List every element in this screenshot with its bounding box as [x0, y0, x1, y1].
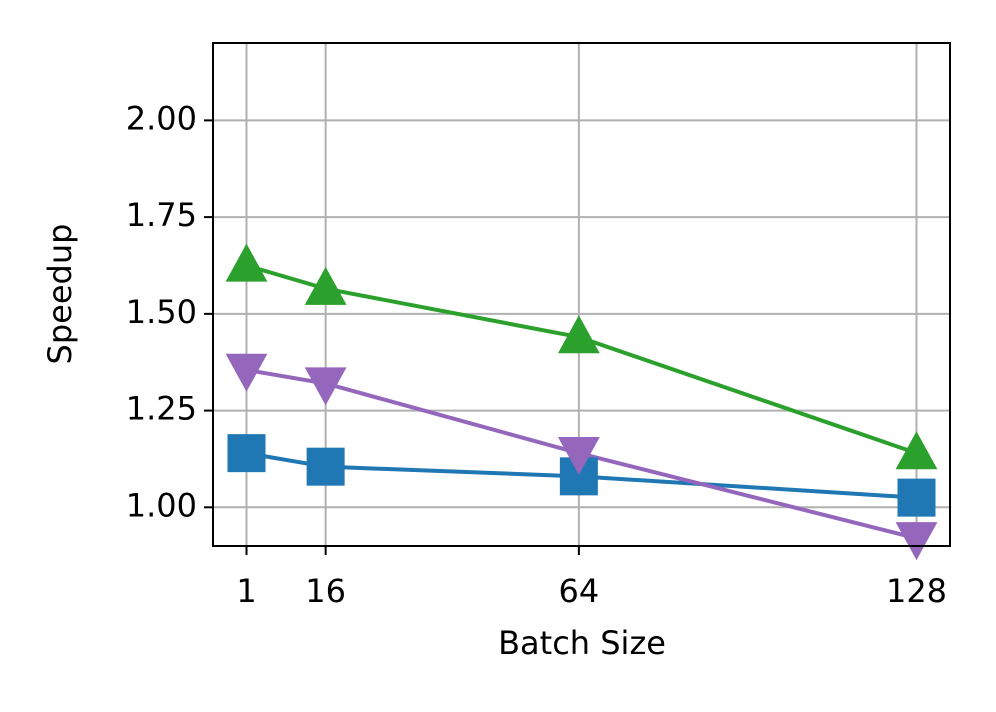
series-line — [245, 263, 918, 456]
marker — [304, 367, 347, 406]
x-axis-label: Batch Size — [498, 624, 666, 662]
y-tick-label: 1.00 — [126, 486, 197, 524]
marker — [897, 478, 936, 517]
x-tick-label: 1 — [236, 572, 256, 610]
plot-frame — [212, 42, 951, 547]
x-tick-label: 128 — [886, 572, 947, 610]
marker — [895, 522, 938, 561]
x-tick-label: 64 — [559, 572, 600, 610]
y-tick-label: 1.25 — [126, 390, 197, 428]
y-tick-label: 1.75 — [126, 196, 197, 234]
y-axis-label: Speedup — [41, 224, 79, 365]
marker — [225, 353, 268, 392]
series-line — [246, 451, 917, 500]
marker — [557, 315, 600, 354]
marker — [304, 266, 347, 305]
y-tick-label: 2.00 — [126, 99, 197, 137]
series-line — [246, 367, 917, 541]
marker — [557, 436, 600, 475]
marker — [306, 447, 345, 486]
x-tick-label: 16 — [305, 572, 346, 610]
y-tick-label: 1.50 — [126, 293, 197, 331]
marker — [895, 431, 938, 470]
marker — [225, 243, 268, 282]
marker — [227, 434, 266, 473]
